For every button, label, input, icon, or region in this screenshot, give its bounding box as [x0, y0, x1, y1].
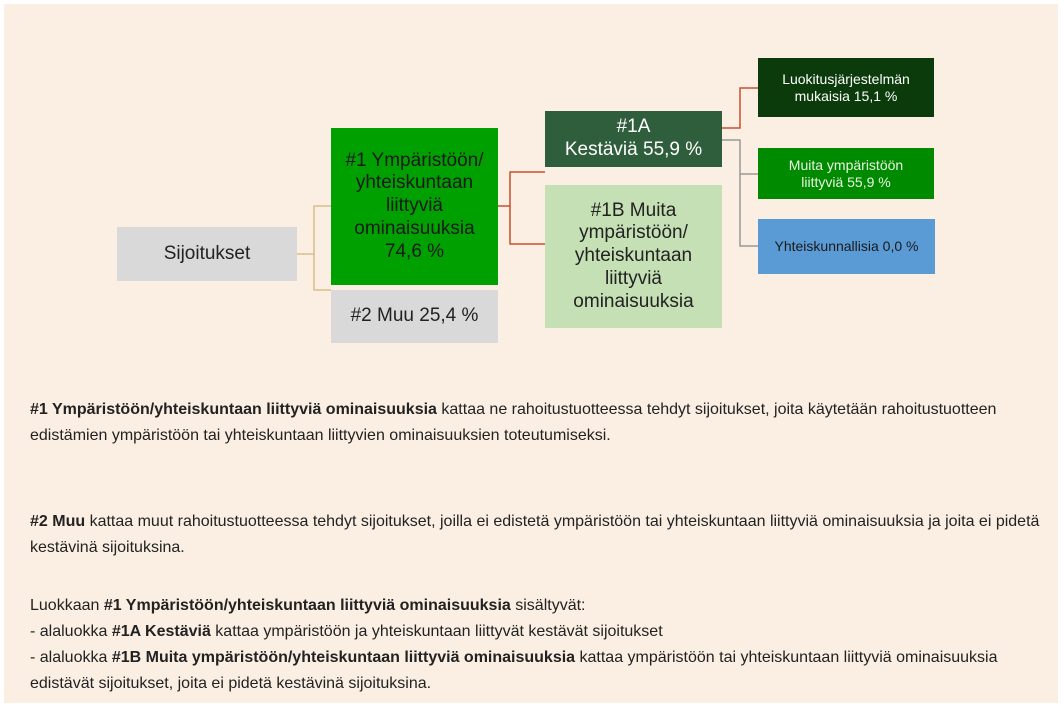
connector	[297, 205, 331, 255]
bold-text: #1 Ympäristöön/yhteiskuntaan liittyviä o…	[30, 401, 437, 418]
connector	[509, 206, 545, 245]
panel: Sijoitukset #1 Ympäristöön/ yhteiskuntaa…	[4, 4, 1058, 703]
text: kattaa ne rahoitustuotteessa tehdyt sijo…	[30, 401, 1001, 444]
text: - alaluokka	[30, 649, 112, 666]
bold-text: #1A Kestäviä	[111, 623, 211, 640]
connector	[722, 139, 758, 175]
node: Yhteiskunnallisia 0,0 %	[758, 219, 935, 274]
paragraph: #2 Muu kattaa muut rahoitustuotteessa te…	[30, 509, 1040, 561]
text: sisältyvät:	[510, 597, 586, 614]
node: Sijoitukset	[117, 227, 297, 281]
node: #1B Muita ympäristöön/ yhteiskuntaan lii…	[545, 185, 722, 328]
connector	[739, 174, 758, 247]
connector	[498, 171, 545, 207]
node: Muita ympäristöön liittyviä 55,9 %	[758, 148, 934, 199]
text: Luokkaan	[30, 597, 104, 614]
connector	[722, 87, 758, 129]
node: #1 Ympäristöön/ yhteiskuntaan liittyviä …	[331, 128, 498, 285]
node: #1A Kestäviä 55,9 %	[545, 111, 722, 167]
text: - alaluokka	[30, 623, 112, 640]
text: kattaa ympäristöön ja yhteiskuntaan liit…	[210, 623, 663, 640]
paragraph: #1 Ympäristöön/yhteiskuntaan liittyviä o…	[30, 397, 1040, 449]
bold-text: #2 Muu	[30, 513, 86, 530]
text: kattaa muut rahoitustuotteessa tehdyt si…	[30, 513, 1044, 556]
bold-text: #1B Muita ympäristöön/yhteiskuntaan liit…	[111, 649, 576, 666]
bold-text: #1 Ympäristöön/yhteiskuntaan liittyviä o…	[103, 597, 511, 614]
node: Luokitusjärjestelmän mukaisia 15,1 %	[758, 58, 934, 117]
text: kattaa ympäristöön tai yhteiskuntaan lii…	[30, 649, 1002, 692]
node: #2 Muu 25,4 %	[331, 290, 498, 343]
connector	[313, 254, 331, 291]
list: Luokkaan #1 Ympäristöön/yhteiskuntaan li…	[30, 593, 1040, 697]
connectors	[297, 87, 758, 291]
